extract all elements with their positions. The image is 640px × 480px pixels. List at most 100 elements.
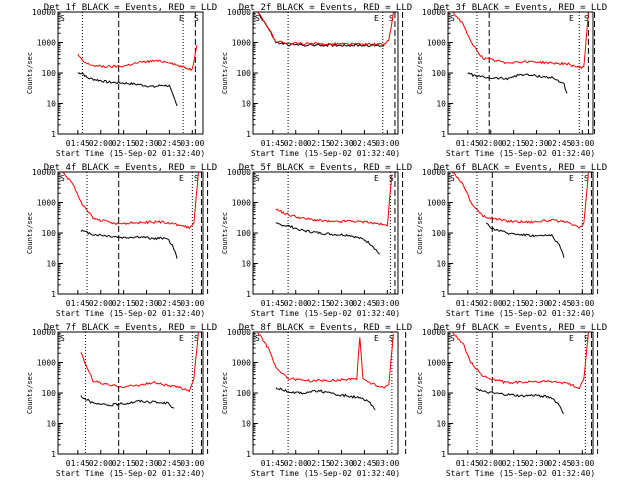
corner-marker: S [389, 334, 394, 343]
y-tick-label: 1000 [37, 199, 56, 208]
chart-title: Det 3f BLACK = Events, RED = LLD [434, 3, 607, 13]
x-tick-label: 02:15 [502, 139, 526, 148]
x-tick-label: 02:45 [157, 299, 181, 308]
y-tick-label: 10000 [227, 8, 251, 17]
y-tick-label: 100 [432, 229, 447, 238]
x-tick-label: 02:15 [112, 299, 136, 308]
chart-panel: Det 2f BLACK = Events, RED = LLD 1 10 100 10… [118, 3, 412, 158]
corner-marker: S [60, 174, 65, 183]
y-tick-label: 100 [237, 229, 252, 238]
plot-frame [252, 171, 399, 295]
corner-marker: E [569, 174, 574, 183]
chart-panel: Det 9f BLACK = Events, RED = LLD 1 10 100 10… [416, 323, 607, 478]
y-tick-label: 10 [436, 260, 446, 269]
x-tick-label: 01:45 [261, 139, 285, 148]
y-tick-label: 10000 [422, 8, 446, 17]
y-tick-label: 10000 [32, 8, 56, 17]
series-line [275, 387, 376, 411]
y-tick-label: 1 [246, 130, 251, 139]
series-line [275, 174, 393, 227]
chart-panel: Det 4f BLACK = Events, RED = LLD 1 10 100 10… [26, 163, 217, 318]
x-tick-label: 02:45 [547, 459, 571, 468]
x-tick-label: 03:00 [375, 139, 399, 148]
series-line [452, 11, 589, 70]
x-tick-label: 02:30 [524, 299, 548, 308]
chart-title: Det 9f BLACK = Events, RED = LLD [434, 323, 607, 333]
y-tick-label: 10 [241, 420, 251, 429]
corner-marker: S [194, 174, 199, 183]
y-tick-label: 1000 [37, 39, 56, 48]
x-axis-label: Start Time (15-Sep-02 01:32:40) [56, 469, 205, 478]
series-line [475, 387, 565, 414]
x-axis-label: Start Time (15-Sep-02 01:32:40) [251, 309, 400, 318]
corner-marker: E [374, 334, 379, 343]
chart-panel: Det 6f BLACK = Events, RED = LLD 1 10 100 10… [416, 163, 607, 318]
plot-frame [447, 171, 594, 295]
corner-marker: E [374, 14, 379, 23]
x-tick-label: 02:30 [134, 139, 158, 148]
x-tick-label: 01:45 [261, 459, 285, 468]
y-tick-label: 10 [46, 260, 56, 269]
y-tick-label: 1 [51, 290, 56, 299]
x-tick-label: 02:00 [479, 139, 503, 148]
series-line [80, 229, 178, 259]
x-tick-label: 02:45 [547, 139, 571, 148]
series-line [80, 395, 175, 409]
x-tick-label: 02:30 [329, 299, 353, 308]
x-axis-label: Start Time (15-Sep-02 01:32:40) [446, 309, 595, 318]
chart-title: Det 8f BLACK = Events, RED = LLD [239, 323, 412, 333]
x-tick-label: 02:45 [157, 139, 181, 148]
y-axis-label: Counts/sec [416, 372, 424, 414]
y-tick-label: 1 [441, 290, 446, 299]
series-line [275, 222, 381, 255]
x-axis-label: Start Time (15-Sep-02 01:32:40) [446, 149, 595, 158]
series-line [80, 332, 199, 393]
plot-frame [57, 171, 204, 295]
x-tick-label: 02:00 [89, 299, 113, 308]
y-tick-label: 100 [432, 389, 447, 398]
y-axis-label: Counts/sec [221, 212, 229, 254]
x-tick-label: 02:15 [307, 139, 331, 148]
y-tick-label: 1000 [232, 359, 251, 368]
y-tick-label: 1000 [427, 359, 446, 368]
x-tick-label: 01:45 [261, 299, 285, 308]
corner-marker: E [179, 174, 184, 183]
x-tick-label: 03:00 [375, 299, 399, 308]
y-tick-label: 1 [51, 130, 56, 139]
x-tick-label: 02:30 [329, 459, 353, 468]
y-axis-label: Counts/sec [26, 52, 34, 94]
x-tick-label: 02:00 [479, 459, 503, 468]
x-axis-label: Start Time (15-Sep-02 01:32:40) [56, 309, 205, 318]
x-tick-label: 03:00 [570, 139, 594, 148]
chart-title: Det 5f BLACK = Events, RED = LLD [239, 163, 412, 173]
y-tick-label: 10 [436, 100, 446, 109]
series-line [257, 11, 394, 47]
chart-panel: Det 7f BLACK = Events, RED = LLD 1 10 100 10… [26, 323, 217, 478]
y-tick-label: 100 [237, 69, 252, 78]
x-tick-label: 02:15 [307, 459, 331, 468]
x-tick-label: 02:30 [524, 459, 548, 468]
y-tick-label: 100 [42, 69, 57, 78]
chart-title: Det 2f BLACK = Events, RED = LLD [239, 3, 412, 13]
y-tick-label: 10000 [227, 168, 251, 177]
y-tick-label: 10000 [422, 168, 446, 177]
x-tick-label: 02:45 [352, 139, 376, 148]
corner-marker: S [450, 174, 455, 183]
x-tick-label: 02:15 [112, 459, 136, 468]
series-line [485, 222, 565, 258]
chart-title: Det 1f BLACK = Events, RED = LLD [44, 3, 217, 13]
corner-marker: S [584, 334, 589, 343]
y-axis-label: Counts/sec [26, 212, 34, 254]
y-tick-label: 100 [42, 229, 57, 238]
x-tick-label: 02:45 [352, 299, 376, 308]
corner-marker: E [569, 14, 574, 23]
series-line [467, 72, 568, 94]
y-axis-label: Counts/sec [26, 372, 34, 414]
x-tick-label: 01:45 [456, 139, 480, 148]
x-tick-label: 01:45 [456, 459, 480, 468]
corner-marker: S [584, 174, 589, 183]
x-tick-label: 02:00 [284, 459, 308, 468]
corner-marker: E [374, 174, 379, 183]
x-axis-label: Start Time (15-Sep-02 01:32:40) [251, 469, 400, 478]
